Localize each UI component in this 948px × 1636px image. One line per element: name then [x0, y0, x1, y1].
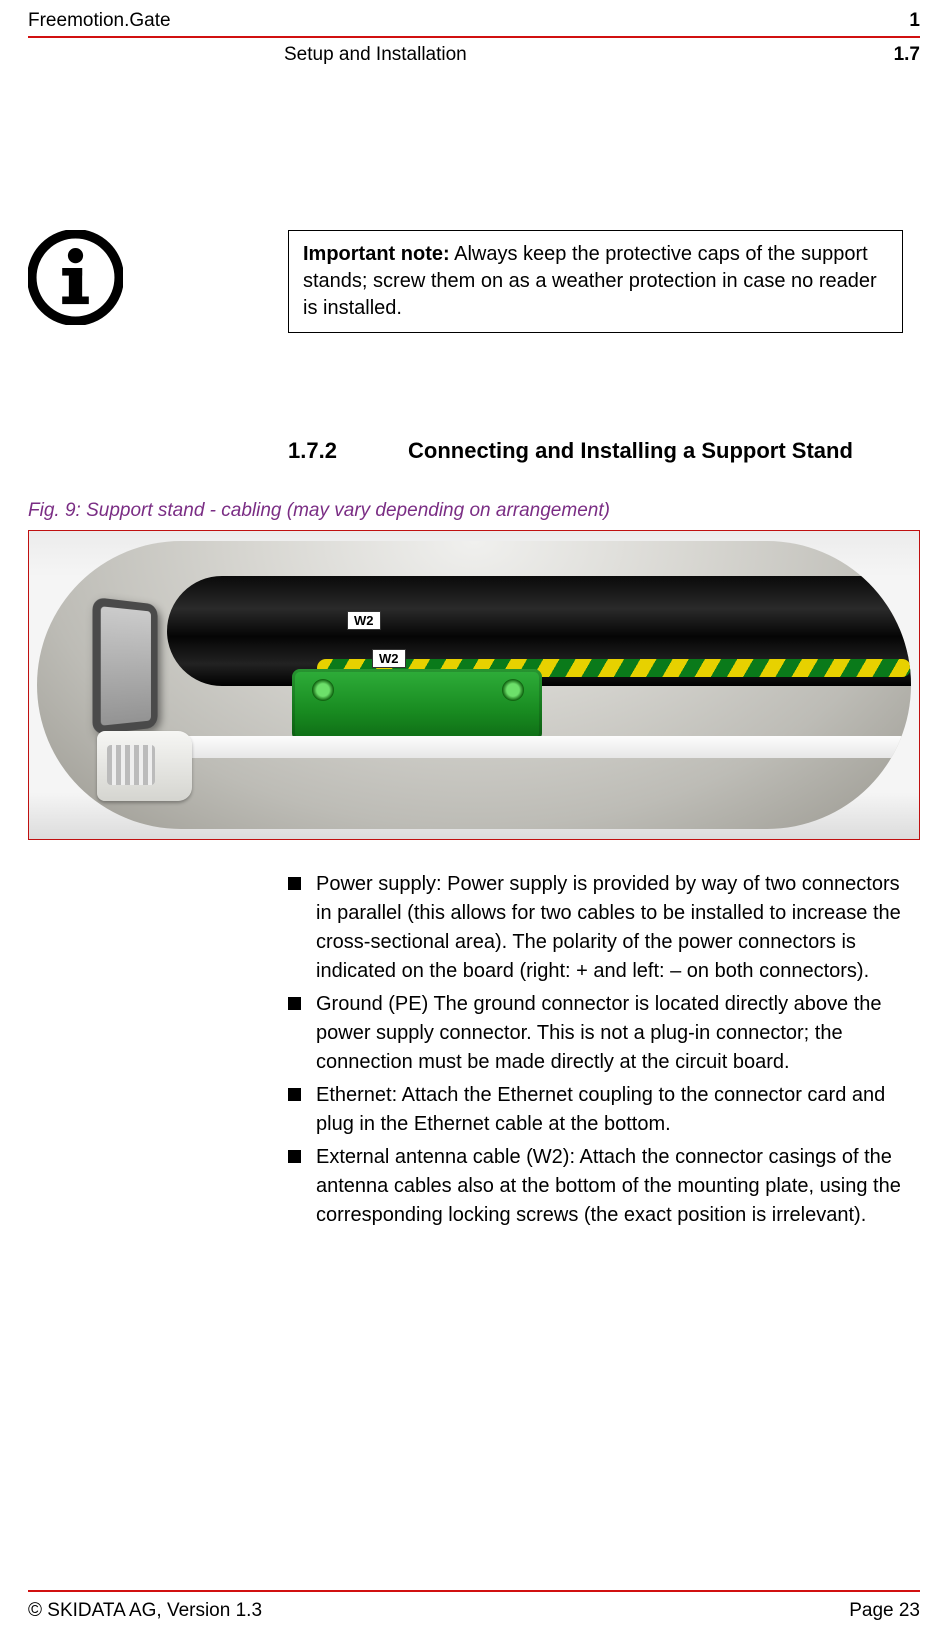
important-note-box: Important note: Always keep the protecti… — [288, 230, 903, 333]
footer-page-number: Page 23 — [849, 1600, 920, 1622]
footer-copyright: © SKIDATA AG, Version 1.3 — [28, 1600, 262, 1622]
list-item: External antenna cable (W2): Attach the … — [288, 1143, 903, 1230]
list-item: Ground (PE) The ground connector is loca… — [288, 990, 903, 1077]
figure-caption: Fig. 9: Support stand - cabling (may var… — [28, 500, 610, 522]
subsection-heading: 1.7.2 Connecting and Installing a Suppor… — [288, 438, 903, 464]
subsection-title: Connecting and Installing a Support Stan… — [408, 438, 903, 464]
info-icon — [28, 230, 123, 325]
list-item: Power supply: Power supply is provided b… — [288, 870, 903, 986]
section-title: Setup and Installation — [284, 44, 467, 66]
cable-tag-w2-2: W2 — [372, 649, 406, 668]
section-number: 1.7 — [894, 44, 920, 66]
header-row-1: Freemotion.Gate 1 — [28, 10, 920, 38]
ethernet-cable — [152, 736, 911, 758]
info-block: Important note: Always keep the protecti… — [28, 230, 903, 333]
list-item: Ethernet: Attach the Ethernet coupling t… — [288, 1081, 903, 1139]
note-lead: Important note: — [303, 243, 450, 265]
serial-connector — [92, 597, 157, 735]
doc-title: Freemotion.Gate — [28, 10, 171, 32]
page-footer: © SKIDATA AG, Version 1.3 Page 23 — [28, 1590, 920, 1622]
page: Freemotion.Gate 1 Setup and Installation… — [0, 0, 948, 1636]
subsection-number: 1.7.2 — [288, 438, 408, 464]
power-connector — [292, 669, 542, 741]
ethernet-plug — [97, 731, 192, 801]
page-header: Freemotion.Gate 1 Setup and Installation… — [0, 0, 948, 66]
figure-box: W2 W2 — [28, 530, 920, 840]
header-row-2: Setup and Installation 1.7 — [28, 38, 920, 66]
cable-tag-w2-1: W2 — [347, 611, 381, 630]
chapter-number: 1 — [909, 10, 920, 32]
bullet-list: Power supply: Power supply is provided b… — [288, 870, 903, 1234]
figure-photo: W2 W2 — [37, 541, 911, 829]
